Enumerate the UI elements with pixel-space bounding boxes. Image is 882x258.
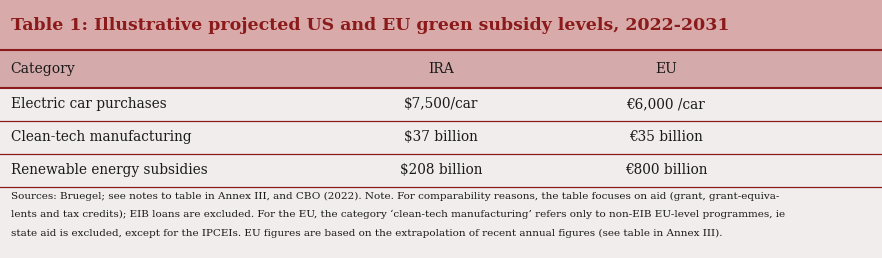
Text: €35 billion: €35 billion [629, 130, 703, 144]
Text: $7,500/car: $7,500/car [404, 97, 478, 111]
Text: EU: EU [655, 62, 676, 76]
Text: IRA: IRA [428, 62, 454, 76]
Text: Table 1: Illustrative projected US and EU green subsidy levels, 2022-2031: Table 1: Illustrative projected US and E… [11, 17, 729, 34]
Text: $208 billion: $208 billion [400, 163, 482, 177]
Text: Renewable energy subsidies: Renewable energy subsidies [11, 163, 207, 177]
Text: $37 billion: $37 billion [404, 130, 478, 144]
Text: state aid is excluded, except for the IPCEIs. EU figures are based on the extrap: state aid is excluded, except for the IP… [11, 229, 722, 238]
Text: Sources: Bruegel; see notes to table in Annex III, and CBO (2022). Note. For com: Sources: Bruegel; see notes to table in … [11, 191, 779, 200]
Text: €800 billion: €800 billion [624, 163, 707, 177]
Text: €6,000 /car: €6,000 /car [626, 97, 706, 111]
Text: Category: Category [11, 62, 75, 76]
Text: lents and tax credits); EIB loans are excluded. For the EU, the category ‘clean-: lents and tax credits); EIB loans are ex… [11, 210, 785, 219]
Text: Electric car purchases: Electric car purchases [11, 97, 167, 111]
Bar [0, 0, 882, 50]
Bar [0, 50, 882, 88]
Text: Clean-tech manufacturing: Clean-tech manufacturing [11, 130, 191, 144]
